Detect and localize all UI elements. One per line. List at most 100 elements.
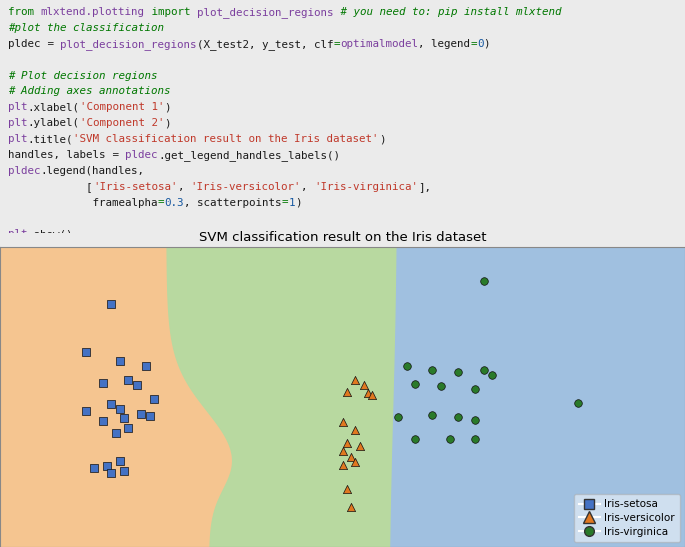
Point <box>97 378 108 387</box>
Text: mlxtend.plotting: mlxtend.plotting <box>41 7 145 17</box>
Point <box>136 409 147 418</box>
Point <box>367 391 378 400</box>
Text: 'Iris-setosa': 'Iris-setosa' <box>93 182 177 191</box>
Point <box>393 413 403 422</box>
Text: 'Component 1': 'Component 1' <box>80 102 164 112</box>
Point <box>358 381 369 389</box>
Point <box>410 434 421 443</box>
Text: optimalmodel: optimalmodel <box>340 39 419 49</box>
Point <box>453 413 464 422</box>
Point <box>337 446 348 455</box>
Point <box>119 414 129 423</box>
Point <box>114 404 125 413</box>
Text: 0: 0 <box>477 39 484 49</box>
Point <box>427 411 438 420</box>
Text: plt: plt <box>8 118 27 128</box>
Point <box>444 434 455 443</box>
Point <box>470 434 481 443</box>
Text: 'SVM classification result on the Iris dataset': 'SVM classification result on the Iris d… <box>73 134 379 144</box>
Text: .get_legend_handles_labels(): .get_legend_handles_labels() <box>158 150 340 161</box>
Point <box>149 395 160 404</box>
Text: ): ) <box>164 102 171 112</box>
Point <box>341 439 352 447</box>
Point <box>350 376 361 385</box>
Text: =: = <box>41 39 60 49</box>
Text: plot_decision_regions: plot_decision_regions <box>60 39 197 50</box>
Text: 1: 1 <box>288 197 295 207</box>
Text: =: = <box>334 39 340 49</box>
Text: framealpha: framealpha <box>8 197 158 207</box>
Point <box>401 362 412 370</box>
Point <box>350 426 361 435</box>
Point <box>354 441 365 450</box>
Polygon shape <box>391 247 685 547</box>
Text: .title(: .title( <box>28 134 73 144</box>
Text: .ylabel(: .ylabel( <box>28 118 79 128</box>
Text: , scatterpoints: , scatterpoints <box>184 197 282 207</box>
Point <box>105 300 116 309</box>
Point <box>114 457 125 465</box>
Point <box>132 381 142 389</box>
Point <box>478 365 489 374</box>
Text: ): ) <box>379 134 386 144</box>
Text: 0.3: 0.3 <box>164 197 184 207</box>
Text: 'Iris-virginica': 'Iris-virginica' <box>314 182 419 191</box>
Point <box>436 382 447 391</box>
Legend: Iris-setosa, Iris-versicolor, Iris-virginica: Iris-setosa, Iris-versicolor, Iris-virgi… <box>574 494 680 542</box>
Point <box>337 418 348 427</box>
Text: .xlabel(: .xlabel( <box>28 102 79 112</box>
Text: from: from <box>8 7 40 17</box>
Point <box>105 400 116 409</box>
Text: ],: ], <box>419 182 432 191</box>
Text: pldec: pldec <box>8 166 40 176</box>
Point <box>97 416 108 425</box>
Point <box>80 407 91 416</box>
Text: pldec: pldec <box>125 150 158 160</box>
Text: =: = <box>158 197 164 207</box>
Text: =: = <box>282 197 288 207</box>
Point <box>573 399 584 408</box>
Point <box>80 347 91 356</box>
Point <box>341 485 352 493</box>
Text: 'Iris-versicolor': 'Iris-versicolor' <box>190 182 301 191</box>
Point <box>410 380 421 388</box>
Text: # Plot decision regions: # Plot decision regions <box>8 71 158 80</box>
Text: 'Component 2': 'Component 2' <box>80 118 164 128</box>
Text: # Adding axes annotations: # Adding axes annotations <box>8 86 171 96</box>
Point <box>470 385 481 393</box>
Point <box>350 458 361 467</box>
Text: # you need to: pip install mlxtend: # you need to: pip install mlxtend <box>334 7 561 17</box>
Text: , legend: , legend <box>419 39 471 49</box>
Point <box>478 277 489 286</box>
Text: .show(): .show() <box>28 229 73 239</box>
Point <box>345 453 356 462</box>
Text: ): ) <box>295 197 301 207</box>
Text: import: import <box>145 7 197 17</box>
Text: pldec: pldec <box>8 39 40 49</box>
Polygon shape <box>0 247 233 547</box>
Text: ,: , <box>301 182 314 191</box>
Text: plt: plt <box>8 229 27 239</box>
Point <box>363 389 374 398</box>
Point <box>119 467 129 475</box>
Text: plt: plt <box>8 134 27 144</box>
Text: =: = <box>471 39 477 49</box>
Text: plot_decision_regions: plot_decision_regions <box>197 7 334 18</box>
Point <box>101 462 112 470</box>
Point <box>123 376 134 385</box>
Point <box>110 428 121 437</box>
Point <box>337 460 348 469</box>
Text: [: [ <box>8 182 92 191</box>
Text: .legend(handles,: .legend(handles, <box>41 166 145 176</box>
Point <box>140 362 151 370</box>
Point <box>427 365 438 374</box>
Point <box>487 370 498 379</box>
Text: ): ) <box>484 39 490 49</box>
Point <box>123 423 134 432</box>
Text: ): ) <box>164 118 171 128</box>
Point <box>114 357 125 365</box>
Point <box>345 503 356 512</box>
Text: ,: , <box>177 182 190 191</box>
Point <box>453 367 464 376</box>
Text: plt: plt <box>8 102 27 112</box>
